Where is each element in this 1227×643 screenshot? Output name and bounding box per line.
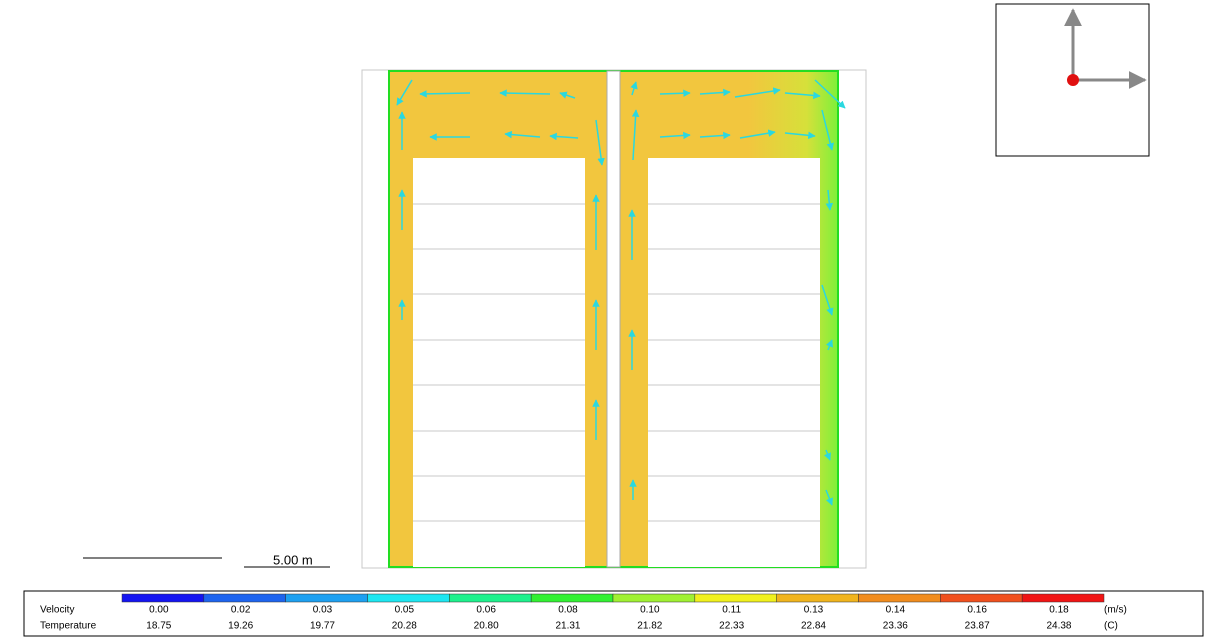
legend-cells: 0.00 18.75 0.02 19.26 0.03 19.77 0.05 20.28 0.06…: [121, 593, 1105, 632]
axis-origin: [1067, 74, 1079, 86]
velocity-value: 0.05: [395, 605, 415, 616]
temperature-value: 24.38: [1046, 621, 1071, 632]
velocity-value: 0.16: [967, 605, 987, 616]
temperature-value: 20.28: [392, 621, 417, 632]
shelf-lines: [413, 203, 820, 522]
velocity-value: 0.18: [1049, 605, 1069, 616]
temperature-value: 23.36: [883, 621, 908, 632]
velocity-value: 0.13: [804, 605, 824, 616]
temperature-value: 23.87: [965, 621, 990, 632]
scale-label: 5.00 m: [273, 552, 313, 567]
temperature-value: 19.26: [228, 621, 253, 632]
color-swatch: [940, 593, 1023, 603]
color-swatch: [367, 593, 450, 603]
temperature-value: 21.82: [637, 621, 662, 632]
temperature-value: 20.80: [474, 621, 499, 632]
legend-row-label: Temperature: [40, 621, 97, 632]
velocity-value: 0.14: [886, 605, 906, 616]
divider: [606, 70, 621, 568]
color-swatch: [1021, 593, 1105, 603]
temperature-value: 22.33: [719, 621, 744, 632]
temperature-unit: (C): [1104, 621, 1118, 632]
velocity-value: 0.08: [558, 605, 578, 616]
color-swatch: [858, 593, 941, 603]
velocity-value: 0.00: [149, 605, 169, 616]
color-swatch: [612, 593, 696, 603]
velocity-value: 0.03: [313, 605, 333, 616]
velocity-value: 0.10: [640, 605, 660, 616]
color-swatch: [776, 593, 859, 603]
temperature-value: 19.77: [310, 621, 335, 632]
temperature-value: 22.84: [801, 621, 826, 632]
velocity-vectors: [396, 79, 846, 506]
velocity-value: 0.06: [476, 605, 496, 616]
legend-row-label: Velocity: [40, 605, 74, 616]
temperature-value: 18.75: [146, 621, 171, 632]
velocity-unit: (m/s): [1104, 605, 1127, 616]
color-swatch: [694, 593, 777, 603]
color-swatch: [449, 593, 532, 603]
color-swatch: [121, 593, 205, 603]
color-swatch: [203, 593, 286, 603]
temperature-value: 21.31: [555, 621, 580, 632]
color-swatch: [285, 593, 368, 603]
color-swatch: [530, 593, 614, 603]
velocity-value: 0.02: [231, 605, 251, 616]
shelves: [413, 158, 820, 567]
velocity-value: 0.11: [722, 605, 741, 616]
